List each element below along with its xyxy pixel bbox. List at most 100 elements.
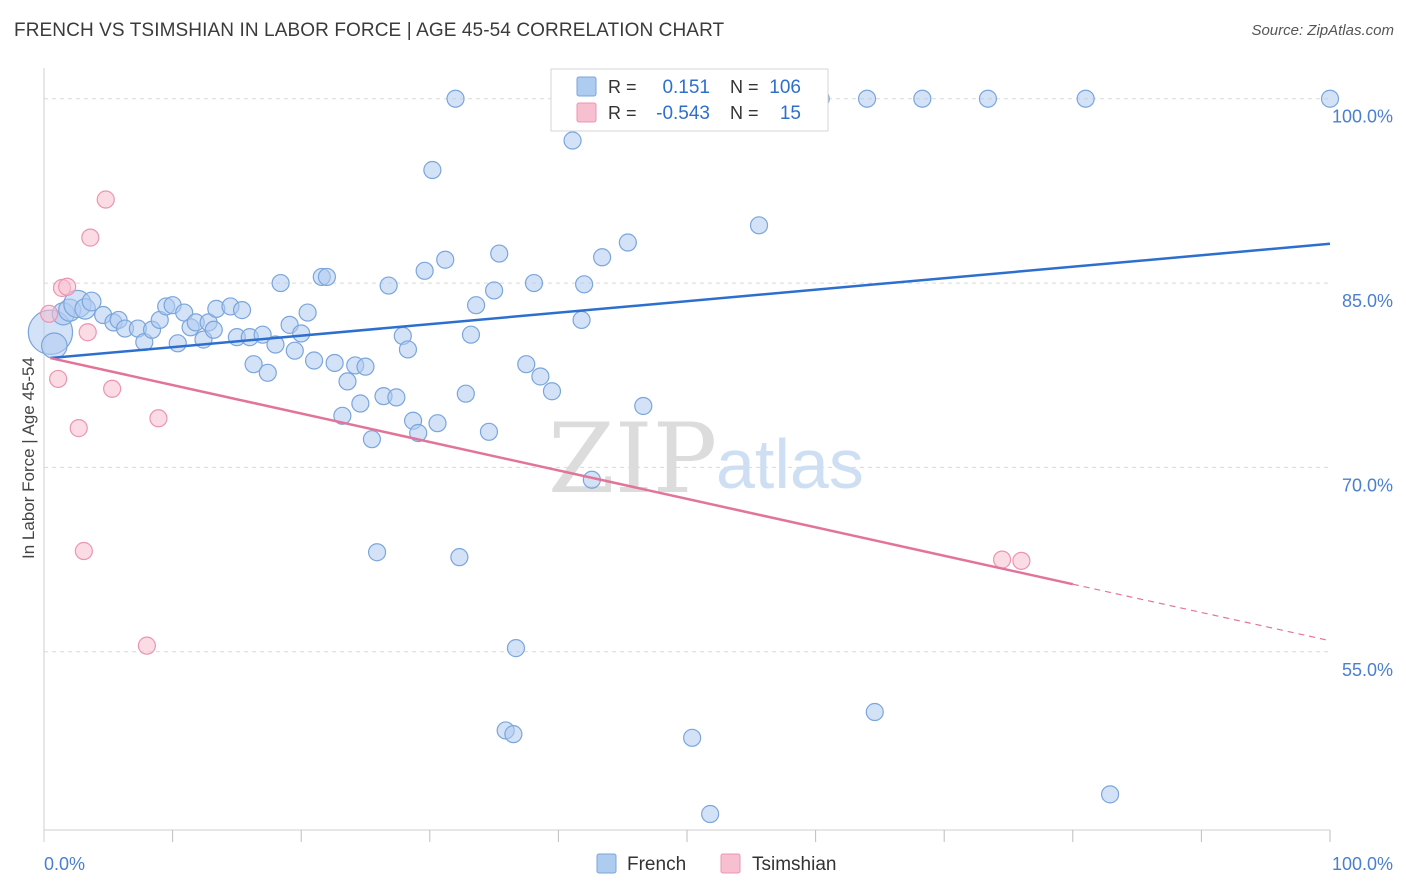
- y-tick-label: 55.0%: [1342, 660, 1393, 680]
- french-point: [572, 310, 591, 330]
- french-stats-swatch: [576, 76, 597, 97]
- french-point: [446, 89, 465, 108]
- french-point: [504, 725, 523, 744]
- tsimshian-stats-swatch: [576, 102, 597, 123]
- french-point: [428, 414, 447, 433]
- french-point: [575, 275, 594, 294]
- stats-legend: R = 0.151 N = 106 R = -0.543 N = 15: [550, 68, 829, 132]
- tsimshian-n-value: 15: [780, 103, 801, 124]
- french-point: [367, 543, 387, 562]
- french-point: [258, 363, 277, 382]
- french-point: [351, 394, 370, 413]
- french-point: [683, 728, 702, 747]
- tsimshian-point: [149, 409, 168, 428]
- french-point: [415, 261, 434, 280]
- tsimshian-point: [81, 228, 100, 247]
- tsimshian-point: [49, 369, 68, 389]
- french-point: [379, 276, 398, 295]
- tsimshian-point: [992, 550, 1012, 569]
- french-point: [857, 89, 877, 108]
- legend-label-french: French: [627, 854, 686, 875]
- french-point: [317, 267, 337, 287]
- y-tick-labels: 100.0% 85.0% 70.0% 55.0%: [1332, 107, 1393, 680]
- french-point: [356, 357, 375, 376]
- watermark-zip: ZIP: [548, 403, 717, 515]
- tsimshian-r-label: R =: [608, 103, 637, 123]
- french-point: [244, 355, 263, 374]
- french-point: [563, 131, 582, 150]
- french-point: [479, 422, 499, 441]
- french-point: [398, 340, 418, 359]
- french-point: [423, 160, 442, 180]
- french-point: [450, 548, 469, 567]
- french-point: [40, 332, 68, 360]
- french-point: [362, 430, 382, 449]
- watermark: ZIP atlas: [548, 403, 864, 515]
- x-tick-label-max: 100.0%: [1332, 854, 1393, 874]
- french-point: [865, 702, 884, 722]
- stats-legend-box: [550, 68, 829, 132]
- french-point: [506, 639, 526, 658]
- legend-swatch-tsimshian: [720, 853, 741, 874]
- gridlines: [44, 98, 1330, 653]
- french-r-value: 0.151: [662, 77, 710, 98]
- french-point: [168, 334, 187, 353]
- french-point: [531, 367, 550, 386]
- french-point: [285, 341, 304, 360]
- french-point: [542, 382, 562, 401]
- tsimshian-point: [1012, 551, 1031, 570]
- french-point: [466, 296, 486, 315]
- french-point: [387, 388, 406, 407]
- tsimshian-point: [137, 636, 156, 655]
- french-point: [485, 281, 504, 300]
- tsimshian-trend-extension: [1072, 583, 1331, 642]
- french-point: [913, 89, 932, 108]
- french-point: [618, 233, 637, 252]
- french-point: [204, 320, 223, 339]
- french-point: [436, 250, 455, 269]
- tsimshian-n-label: N =: [730, 103, 759, 123]
- french-point: [266, 335, 285, 354]
- tsimshian-point: [58, 277, 77, 296]
- source-label: Source: ZipAtlas.com: [1251, 22, 1394, 39]
- french-point: [292, 324, 311, 343]
- french-n-value: 106: [769, 77, 801, 98]
- french-point: [271, 273, 290, 293]
- french-point: [749, 216, 769, 235]
- french-point: [701, 804, 720, 824]
- french-point: [304, 351, 324, 370]
- legend-swatch-french: [596, 853, 617, 874]
- french-point: [517, 355, 536, 374]
- tsimshian-point: [96, 190, 115, 209]
- tsimshian-point: [103, 379, 122, 398]
- french-point: [1076, 89, 1095, 108]
- french-point: [490, 244, 509, 263]
- y-axis-label: In Labor Force | Age 45-54: [19, 357, 38, 559]
- french-n-label: N =: [730, 77, 759, 97]
- french-point: [978, 89, 998, 108]
- tsimshian-r-value: -0.543: [656, 103, 710, 124]
- trend-lines: [50, 242, 1331, 642]
- legend-label-tsimshian: Tsimshian: [752, 854, 836, 875]
- french-point: [1100, 785, 1120, 804]
- french-point: [634, 396, 653, 416]
- tsimshian-point: [74, 541, 93, 561]
- y-tick-label: 85.0%: [1342, 291, 1393, 311]
- series-legend: French Tsimshian: [596, 853, 836, 875]
- french-point: [456, 384, 475, 403]
- french-point: [524, 273, 544, 293]
- y-tick-label: 100.0%: [1332, 107, 1393, 127]
- watermark-atlas: atlas: [716, 425, 864, 503]
- x-tick-label-min: 0.0%: [44, 854, 85, 874]
- french-point: [593, 248, 612, 267]
- french-point: [81, 291, 102, 312]
- tsimshian-point: [40, 304, 59, 323]
- french-point: [333, 406, 352, 425]
- axes: [43, 68, 1331, 842]
- french-r-label: R =: [608, 77, 637, 97]
- tsimshian-trend-line: [50, 356, 1074, 586]
- y-tick-label: 70.0%: [1342, 475, 1393, 495]
- french-point: [298, 303, 317, 322]
- french-point: [325, 353, 344, 373]
